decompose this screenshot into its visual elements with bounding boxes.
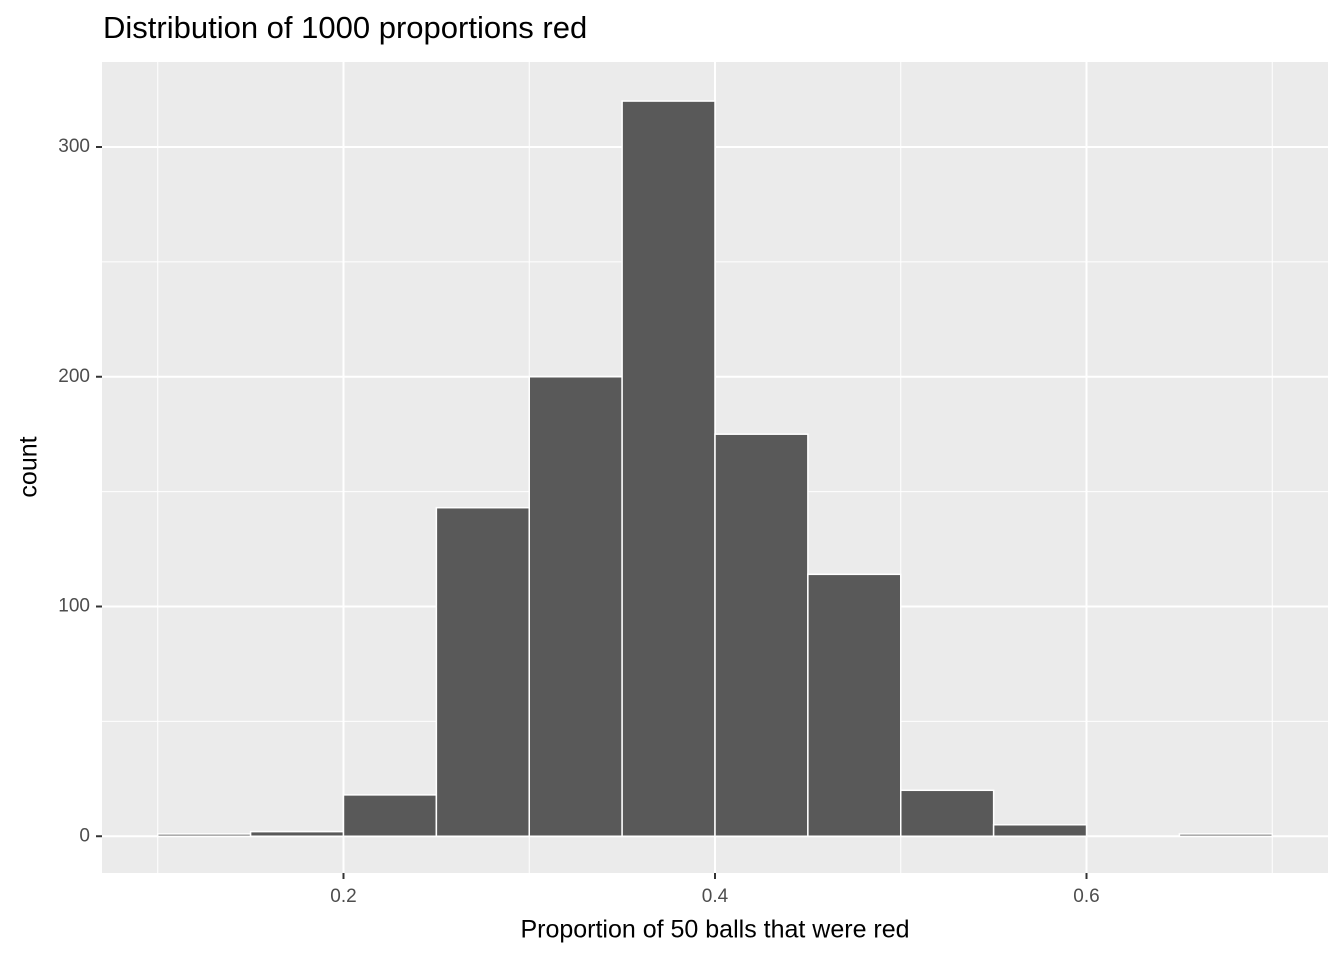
bar	[1178, 833, 1274, 837]
bar	[992, 824, 1088, 837]
chart-title: Distribution of 1000 proportions red	[103, 10, 587, 45]
bar	[621, 100, 716, 837]
bar	[342, 794, 438, 837]
x-tick-label: 0.4	[702, 886, 729, 907]
bar	[156, 833, 252, 837]
y-axis-title: count	[15, 436, 43, 497]
x-tick-label: 0.2	[330, 886, 356, 907]
bar	[528, 376, 623, 837]
bar	[249, 830, 345, 837]
bar	[900, 789, 995, 837]
x-tick-label: 0.6	[1073, 886, 1099, 907]
y-tick-label: 100	[58, 596, 90, 617]
y-tick-label: 200	[58, 366, 90, 387]
y-tick-label: 0	[79, 825, 90, 846]
bar	[714, 433, 809, 837]
bar	[435, 506, 530, 837]
x-axis-title: Proportion of 50 balls that were red	[520, 916, 909, 944]
bar	[807, 573, 902, 837]
y-tick-label: 300	[58, 136, 90, 157]
